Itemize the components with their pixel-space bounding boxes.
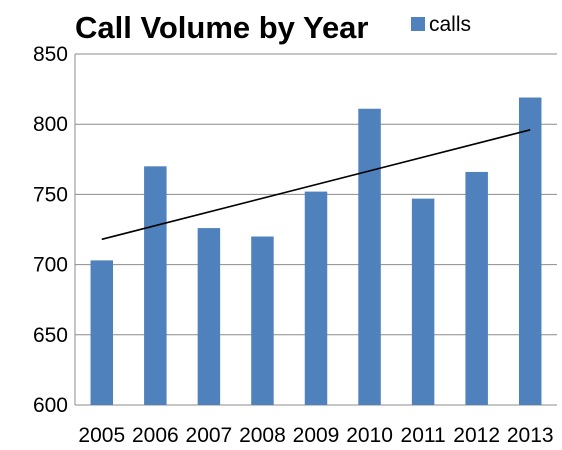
x-tick-label: 2007 <box>186 424 233 447</box>
bar-2013 <box>518 97 542 406</box>
y-tick-label: 600 <box>33 394 68 417</box>
trendline-group <box>101 129 531 241</box>
bar-2007 <box>197 228 221 405</box>
bar-2010 <box>358 108 381 406</box>
x-tick-label: 2012 <box>453 424 500 447</box>
bar-2006 <box>144 166 167 405</box>
bar-2012 <box>465 171 488 405</box>
bar-2009 <box>304 191 328 405</box>
y-tick-label: 800 <box>33 113 68 136</box>
trendline <box>101 129 531 241</box>
x-tick-label: 2009 <box>293 424 340 447</box>
bars <box>90 97 542 406</box>
legend-label-calls: calls <box>429 13 471 36</box>
y-tick-label: 650 <box>33 324 68 347</box>
y-tick-label: 750 <box>33 183 68 206</box>
bar-2005 <box>90 260 114 405</box>
x-tick-label: 2010 <box>346 424 393 447</box>
legend-swatch-calls <box>411 17 425 31</box>
x-tick-label: 2006 <box>132 424 179 447</box>
x-tick-label: 2013 <box>507 424 554 447</box>
x-tick-label: 2008 <box>239 424 286 447</box>
legend: calls <box>411 13 471 36</box>
y-tick-label: 700 <box>33 254 68 277</box>
x-tick-label: 2005 <box>78 424 125 447</box>
chart-title: Call Volume by Year <box>75 10 369 45</box>
bar-2008 <box>251 236 274 405</box>
bar-2011 <box>411 198 435 405</box>
y-tick-label: 850 <box>33 43 68 66</box>
y-axis-ticks: 600 650 700 750 800 850 <box>33 43 68 417</box>
x-tick-label: 2011 <box>401 424 446 447</box>
x-axis-ticks: 2005 2006 2007 2008 2009 2010 2011 2012 2013 <box>78 424 553 447</box>
